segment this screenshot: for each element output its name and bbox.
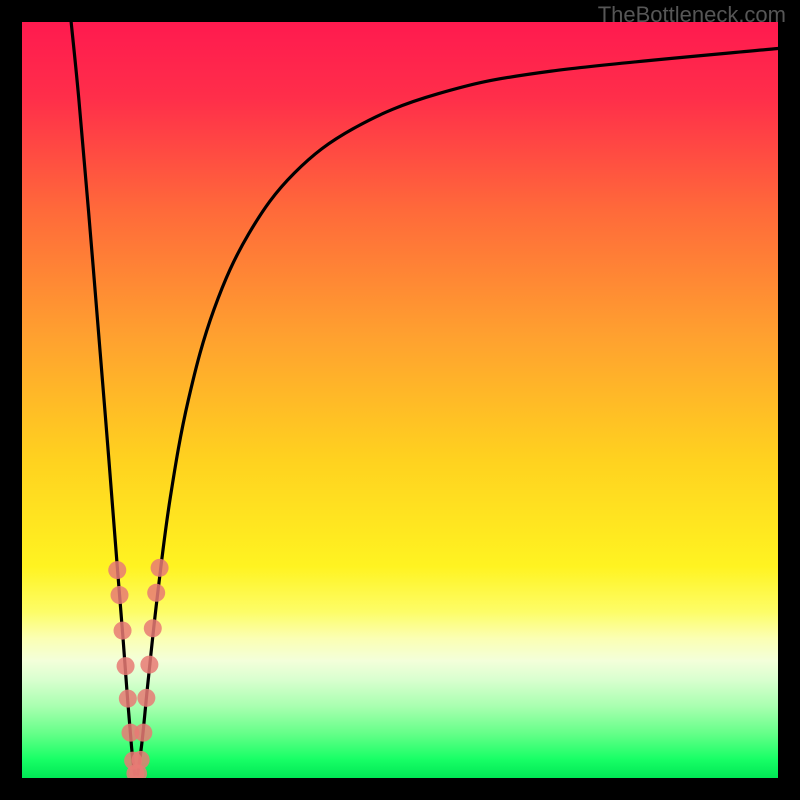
data-marker <box>144 619 162 637</box>
data-marker <box>147 584 165 602</box>
data-marker <box>114 622 132 640</box>
data-marker <box>132 751 150 769</box>
data-marker <box>108 561 126 579</box>
data-marker <box>151 559 169 577</box>
plot-background-gradient <box>22 22 778 778</box>
data-marker <box>117 657 135 675</box>
chart-container: TheBottleneck.com <box>0 0 800 800</box>
data-marker <box>111 586 129 604</box>
bottleneck-chart <box>0 0 800 800</box>
data-marker <box>119 690 137 708</box>
data-marker <box>134 724 152 742</box>
data-marker <box>140 656 158 674</box>
data-marker <box>137 689 155 707</box>
